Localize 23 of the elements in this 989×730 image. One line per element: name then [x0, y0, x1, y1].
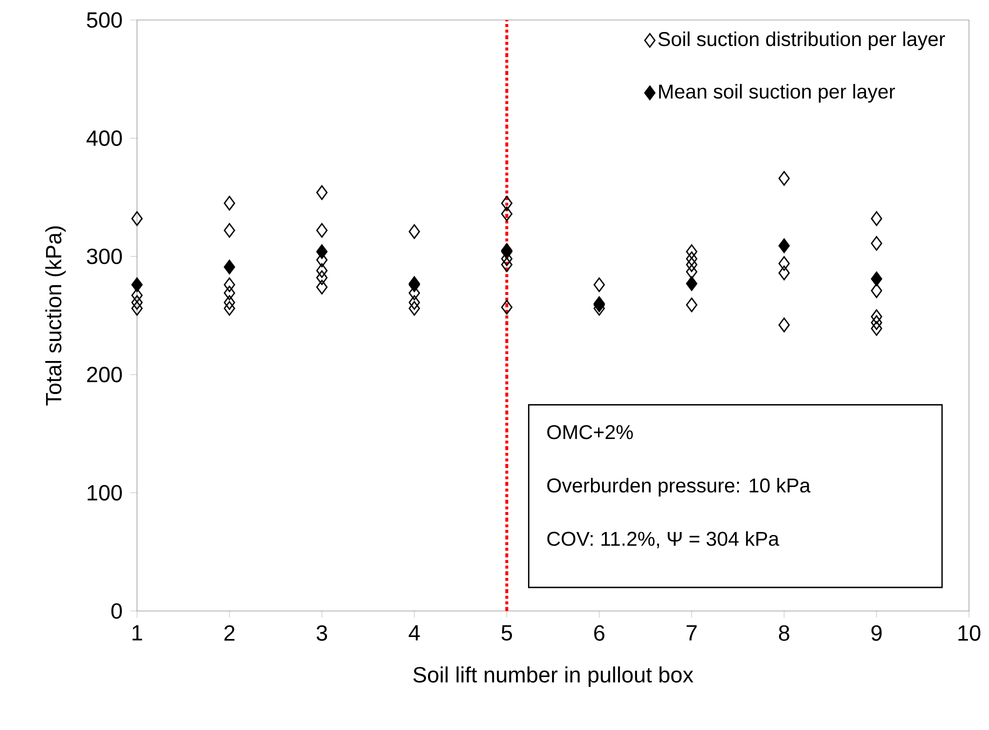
x-tick-label: 6 [594, 625, 604, 641]
legend-label: Mean soil suction per layer [659, 84, 895, 103]
x-tick-label: 10 [958, 625, 980, 641]
x-tick-label: 8 [778, 625, 790, 641]
annotation: COV: 11.2%, Ψ = 304 kPa [547, 531, 780, 548]
x-tick-label: 2 [224, 625, 234, 641]
x-axis-title: Soil lift number in pullout box [413, 666, 694, 687]
y-tick-label: 500 [86, 12, 122, 28]
x-tick-label: 9 [871, 625, 882, 641]
x-tick-label: 5 [502, 625, 512, 641]
y-tick-label: 0 [111, 603, 122, 619]
y-tick-label: 400 [86, 130, 122, 146]
y-tick-label: 100 [88, 484, 122, 501]
annotation: OMC+2% [547, 425, 633, 440]
legend-label: Soil suction distribution per layer [658, 32, 946, 50]
x-tick-label: 1 [132, 625, 142, 640]
y-tick-label: 300 [86, 248, 122, 264]
y-tick-label: 200 [87, 366, 122, 382]
annotation: Overburden pressure: 10 kPa [547, 478, 810, 497]
x-tick-label: 4 [408, 625, 420, 640]
x-tick-label: 7 [686, 625, 697, 640]
x-tick-label: 3 [316, 625, 328, 641]
y-axis-title: Total suction (kPa) [45, 226, 66, 406]
